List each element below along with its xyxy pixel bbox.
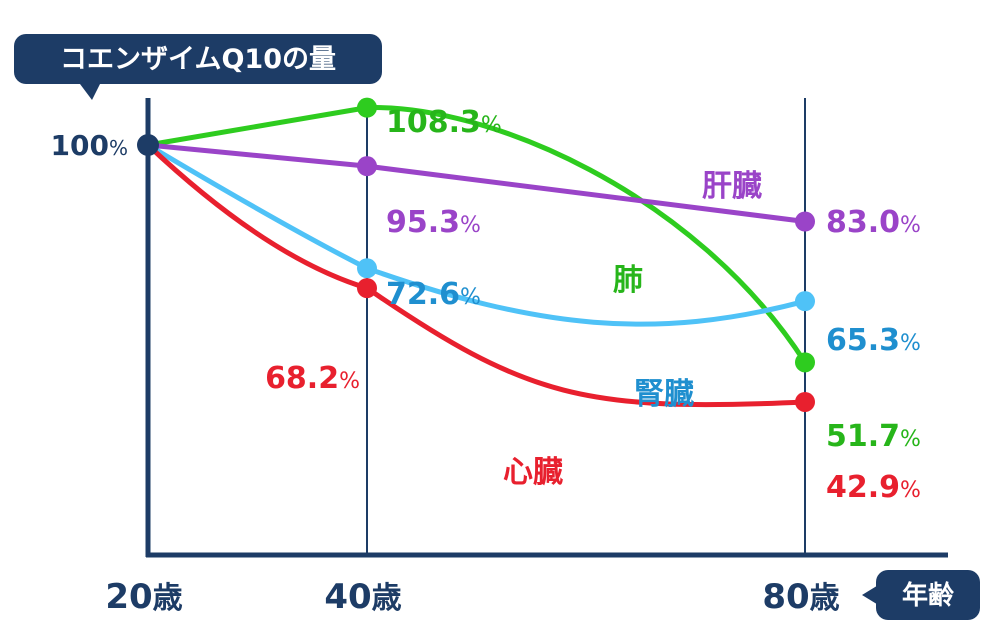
data-label-unit: % — [900, 213, 921, 238]
x-tick-label-40: 40歳 — [324, 577, 401, 617]
series-label-2: 腎臓 — [634, 377, 694, 412]
x-tick-number: 20 — [105, 577, 152, 617]
data-label-unit: % — [460, 213, 481, 238]
x-tick-number: 80 — [762, 577, 809, 617]
x-tick-label-80: 80歳 — [762, 577, 839, 617]
x-axis-title-badge: 年齢 — [862, 570, 980, 620]
data-label-unit: % — [481, 113, 502, 138]
y-axis-title: コエンザイムQ10の量 — [60, 44, 336, 75]
data-label-value: 42.9 — [826, 470, 900, 505]
data-label-value: 108.3 — [386, 105, 481, 140]
x-tick-unit: 歳 — [153, 581, 183, 616]
data-label-value: 72.6 — [386, 277, 460, 312]
data-point-1-2 — [795, 211, 815, 232]
series-label-0: 肺 — [613, 263, 643, 298]
data-label-1-1: 95.3% — [386, 205, 481, 240]
y-tick-number: 100 — [51, 129, 109, 162]
data-label-3-1: 68.2% — [265, 361, 360, 396]
origin-point — [137, 134, 159, 156]
data-label-0-1: 108.3% — [386, 105, 502, 140]
series-line-2 — [145, 142, 808, 327]
series-line-3 — [145, 142, 808, 408]
data-label-value: 68.2 — [265, 361, 339, 396]
data-label-value: 83.0 — [826, 205, 900, 240]
y-tick-label-100: 100% — [51, 129, 128, 162]
data-label-unit: % — [460, 285, 481, 310]
y-tick-unit: % — [109, 136, 128, 160]
series-label-1: 肝臓 — [702, 169, 762, 204]
series-label-3: 心臓 — [503, 455, 563, 490]
data-label-0-2: 51.7% — [826, 419, 921, 454]
data-label-unit: % — [900, 478, 921, 503]
x-tick-number: 40 — [324, 577, 371, 617]
series-line-0 — [145, 105, 808, 365]
data-point-0-2 — [795, 352, 815, 373]
data-point-3-2 — [795, 391, 815, 412]
data-label-1-2: 83.0% — [826, 205, 921, 240]
data-point-2-2 — [795, 291, 815, 312]
x-tick-unit: 歳 — [810, 581, 840, 616]
y-axis-title-badge: コエンザイムQ10の量 — [14, 34, 382, 100]
x-tick-label-20: 20歳 — [105, 577, 182, 617]
data-label-value: 95.3 — [386, 205, 460, 240]
data-label-2-1: 72.6% — [386, 277, 481, 312]
data-point-3-1 — [357, 278, 377, 299]
data-label-unit: % — [900, 427, 921, 452]
x-tick-unit: 歳 — [372, 581, 402, 616]
data-label-2-2: 65.3% — [826, 323, 921, 358]
data-label-3-2: 42.9% — [826, 470, 921, 505]
data-point-0-1 — [357, 97, 377, 118]
data-point-1-1 — [357, 156, 377, 177]
data-label-value: 51.7 — [826, 419, 900, 454]
data-point-2-1 — [357, 258, 377, 279]
data-label-unit: % — [339, 369, 360, 394]
data-label-unit: % — [900, 331, 921, 356]
data-label-value: 65.3 — [826, 323, 900, 358]
x-axis-title: 年齢 — [902, 580, 955, 611]
